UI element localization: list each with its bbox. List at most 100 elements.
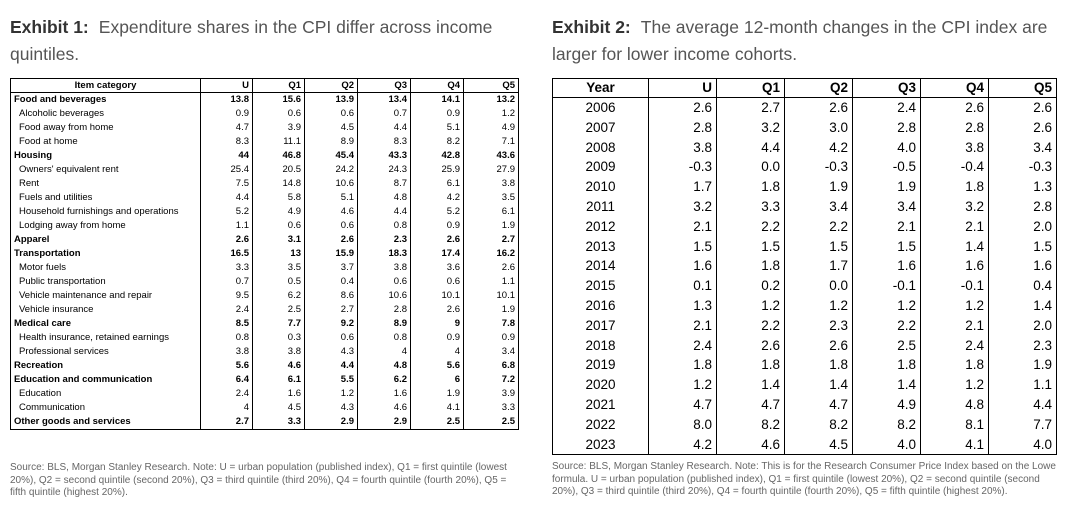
row-label: 2009 [552,157,649,178]
column-header: U [648,78,717,98]
table-cell: 5.6 [200,359,253,373]
table-cell: 4.3 [304,345,358,359]
table-cell: 16.5 [200,247,253,261]
table-cell: 15.6 [252,92,305,107]
table-cell: -0.5 [852,157,921,178]
table-row: Alcoholic beverages 0.9 0.6 0.6 0.7 0.9 1.2 [10,107,519,121]
table-cell: 44 [200,149,253,163]
table-cell: 2.8 [648,117,717,138]
row-label: 2007 [552,117,649,138]
table-cell: 2.1 [648,315,717,336]
exhibit-2-source-note: Source: BLS, Morgan Stanley Research. No… [552,461,1056,497]
table-cell: 2.0 [988,315,1057,336]
table-cell: 2.2 [852,315,921,336]
table-cell: 1.4 [784,375,853,395]
table-cell: 4.6 [357,401,411,415]
table-cell: 0.1 [648,276,717,296]
table-cell: 2.7 [463,233,519,247]
table-cell: 1.4 [716,375,785,395]
table-cell: 43.6 [463,149,519,163]
table-cell: 2.6 [920,97,989,118]
table-cell: 0.8 [357,219,411,233]
row-label: Apparel [10,233,201,247]
exhibit-2-title-text: The average 12-month changes in the CPI … [552,17,1048,64]
table-cell: 0.5 [252,275,305,289]
table-cell: 0.9 [410,219,464,233]
table-cell: 1.8 [784,355,853,376]
table-cell: 0.0 [784,276,853,296]
row-label: 2017 [552,315,649,336]
table-cell: 3.8 [648,137,717,158]
table-cell: 1.2 [304,387,358,401]
table-row: Food away from home 4.7 3.9 4.5 4.4 5.1 4.9 [10,121,519,135]
table-cell: 2.8 [852,117,921,138]
table-cell: 6.4 [200,373,253,387]
table-cell: 2.6 [784,97,853,118]
table-cell: 3.0 [784,117,853,138]
table-cell: 2.3 [784,315,853,336]
row-label: Food away from home [10,121,201,135]
table-cell: 1.5 [988,236,1057,257]
table-cell: 10.1 [410,289,464,303]
table-row: 2009 -0.3 0.0 -0.3 -0.5 -0.4 -0.3 [552,157,1057,178]
table-cell: 2.0 [988,216,1057,237]
table-cell: 4.8 [920,394,989,415]
table-cell: 25.9 [410,163,464,177]
row-label: Alcoholic beverages [10,107,201,121]
table-cell: 10.6 [357,289,411,303]
table-cell: 2.6 [648,97,717,118]
table-cell: 4 [200,401,253,415]
table-cell: 1.4 [852,375,921,395]
table-cell: 4 [357,345,411,359]
table-cell: 7.7 [252,317,305,331]
table-cell: 2.5 [852,335,921,356]
column-header: Q3 [357,78,411,93]
row-label: 2021 [552,394,649,415]
table-cell: 0.4 [988,276,1057,296]
table-cell: 1.2 [784,295,853,316]
exhibit-1: Exhibit 1: Expenditure shares in the CPI … [10,0,520,498]
exhibit-1-source-note: Source: BLS, Morgan Stanley Research. No… [10,462,507,498]
table-cell: 4.9 [252,205,305,219]
table-cell: 4.4 [357,205,411,219]
row-label: 2012 [552,216,649,237]
column-header: Q4 [410,78,464,93]
table-cell: 2.2 [716,315,785,336]
table-cell: 4.7 [784,394,853,415]
table-cell: 1.6 [988,256,1057,277]
table-cell: 2.4 [920,335,989,356]
row-label: Rent [10,177,201,191]
table-cell: 0.9 [200,107,253,121]
table-cell: 0.9 [410,331,464,345]
row-label: Fuels and utilities [10,191,201,205]
table-cell: -0.1 [920,276,989,296]
table-cell: 8.2 [410,135,464,149]
table-cell: 4.2 [784,137,853,158]
table-cell: 7.7 [988,414,1057,435]
row-label: 2015 [552,276,649,296]
table-cell: 2.9 [304,415,358,430]
table-cell: 4.6 [252,359,305,373]
table-cell: 4.4 [304,359,358,373]
table-cell: 9.2 [304,317,358,331]
table-cell: 2.6 [304,233,358,247]
table-cell: 8.9 [357,317,411,331]
table-cell: 2.4 [648,335,717,356]
row-label: 2011 [552,196,649,217]
table-row: Professional services 3.8 3.8 4.3 4 4 3.4 [10,345,519,359]
table-cell: 1.8 [920,177,989,197]
table-cell: 14.1 [410,92,464,107]
table-row: Public transportation 0.7 0.5 0.4 0.6 0.6 1.1 [10,275,519,289]
exhibit-1-title-text: Expenditure shares in the CPI differ acr… [10,17,493,64]
table-cell: 4.4 [988,394,1057,415]
table-cell: 0.7 [357,107,411,121]
column-header: Q1 [716,78,785,98]
table-cell: 1.1 [200,219,253,233]
table-cell: 1.4 [988,295,1057,316]
column-header: Item category [10,78,201,93]
table-cell: 0.8 [357,331,411,345]
table-cell: 1.9 [410,387,464,401]
table-cell: 4.0 [852,434,921,456]
table-cell: 6.1 [463,205,519,219]
row-label: Public transportation [10,275,201,289]
